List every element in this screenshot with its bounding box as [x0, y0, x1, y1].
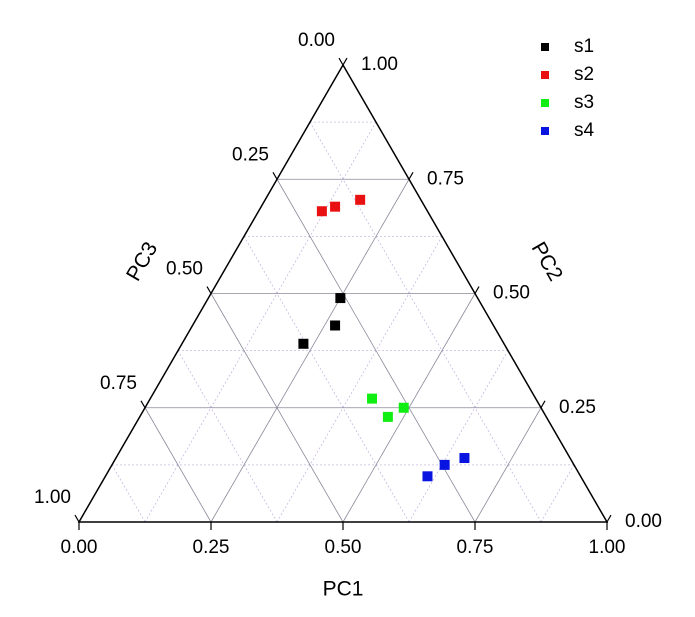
tick-label: 0.00 — [625, 511, 662, 532]
tick-mark — [474, 286, 480, 294]
tick-label: 1.00 — [34, 487, 71, 508]
point — [316, 206, 327, 217]
tick-label: 0.00 — [298, 30, 335, 51]
tick-mark — [338, 57, 344, 66]
tick-label: 0.25 — [232, 144, 269, 165]
grid-line — [210, 179, 410, 523]
minor-grid-line — [408, 350, 509, 523]
legend-label: s1 — [574, 36, 594, 57]
point — [330, 320, 341, 331]
tick-label: 0.25 — [559, 397, 596, 418]
tick-mark — [206, 286, 212, 294]
point — [398, 402, 409, 413]
tick-label: 0.50 — [493, 283, 530, 304]
legend-label: s4 — [574, 120, 595, 141]
legend-swatch — [541, 71, 549, 79]
tick-label: 0.25 — [193, 537, 230, 558]
tick-label: 1.00 — [361, 54, 398, 75]
tick-mark — [606, 514, 612, 523]
tick-label: 0.50 — [325, 537, 362, 558]
tick-label: 1.00 — [589, 537, 626, 558]
point — [335, 293, 346, 304]
minor-grid-line — [243, 236, 410, 523]
grid-line — [210, 293, 344, 523]
minor-grid-line — [144, 121, 377, 523]
legend-swatch — [541, 127, 549, 135]
tick-label: 0.75 — [427, 168, 464, 189]
axis-title: PC2 — [527, 238, 567, 285]
legend-label: s3 — [574, 92, 594, 113]
point — [298, 338, 309, 349]
tick-mark — [272, 172, 278, 180]
axis-title: PC1 — [323, 578, 364, 601]
minor-grid-line — [177, 350, 278, 523]
point — [330, 201, 341, 212]
tick-mark — [342, 57, 348, 66]
legend-swatch — [541, 43, 549, 51]
triangle-frame — [77, 63, 609, 523]
point — [422, 471, 433, 482]
minor-grid-line — [111, 464, 146, 523]
minor-grid-line — [540, 464, 575, 523]
point — [355, 194, 366, 205]
grid-line — [144, 407, 212, 523]
legend-label: s2 — [574, 64, 594, 85]
tick-mark — [408, 172, 414, 180]
tick-mark — [74, 514, 80, 523]
tick-mark — [140, 400, 146, 409]
axis-title: PC3 — [122, 238, 162, 285]
minor-grid-line — [309, 121, 542, 523]
tick-mark — [540, 400, 546, 409]
tick-label: 0.00 — [61, 537, 98, 558]
minor-grid-line — [276, 236, 443, 523]
point — [459, 453, 470, 464]
tick-label: 0.75 — [100, 373, 137, 394]
point — [382, 411, 393, 422]
grid-line — [474, 407, 542, 523]
legend-swatch — [541, 99, 549, 107]
tick-label: 0.75 — [457, 537, 494, 558]
point — [367, 393, 378, 404]
tick-label: 0.50 — [166, 259, 203, 280]
point — [439, 459, 450, 470]
